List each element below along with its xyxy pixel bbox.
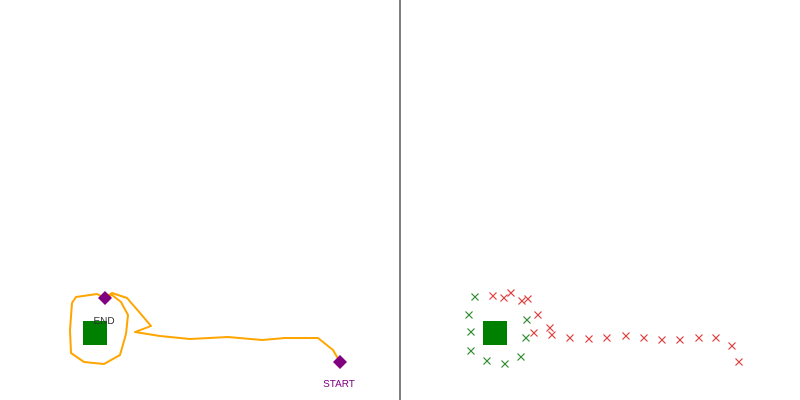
left-target-square — [83, 321, 107, 345]
near-cross-icon — [467, 347, 475, 355]
near-cross-icon — [467, 328, 475, 336]
far-cross-icon — [566, 334, 574, 342]
near-cross-icon — [465, 311, 473, 319]
right-target-square — [483, 321, 507, 345]
start-label: START — [323, 379, 355, 390]
left-panel: END START — [69, 291, 355, 390]
near-cross-icon — [517, 353, 525, 361]
start-marker-icon — [333, 355, 347, 369]
far-cross-icon — [585, 335, 593, 343]
far-cross-icon — [622, 332, 630, 340]
far-cross-icon — [524, 295, 532, 303]
far-cross-icon — [735, 358, 743, 366]
far-cross-icon — [500, 294, 508, 302]
end-label: END — [93, 316, 114, 327]
near-cross-icon — [523, 316, 531, 324]
right-panel — [465, 289, 743, 368]
trajectory-path — [69, 292, 341, 365]
far-cross-icon — [518, 297, 526, 305]
far-cross-icon — [603, 334, 611, 342]
far-cross-icon — [640, 334, 648, 342]
near-cross-icon — [501, 360, 509, 368]
far-cross-icon — [530, 329, 538, 337]
far-cross-icon — [507, 289, 515, 297]
far-cross-icon — [712, 334, 720, 342]
far-cross-icon — [728, 342, 736, 350]
near-cross-icon — [522, 334, 530, 342]
end-marker-icon — [98, 291, 112, 305]
near-cross-icon — [471, 293, 479, 301]
far-cross-icon — [548, 331, 556, 339]
far-cross-icon — [534, 311, 542, 319]
near-cross-icon — [483, 357, 491, 365]
far-cross-icon — [489, 292, 497, 300]
position-marks — [465, 289, 743, 368]
far-cross-icon — [546, 324, 554, 332]
far-cross-icon — [695, 334, 703, 342]
far-cross-icon — [676, 336, 684, 344]
far-cross-icon — [658, 336, 666, 344]
